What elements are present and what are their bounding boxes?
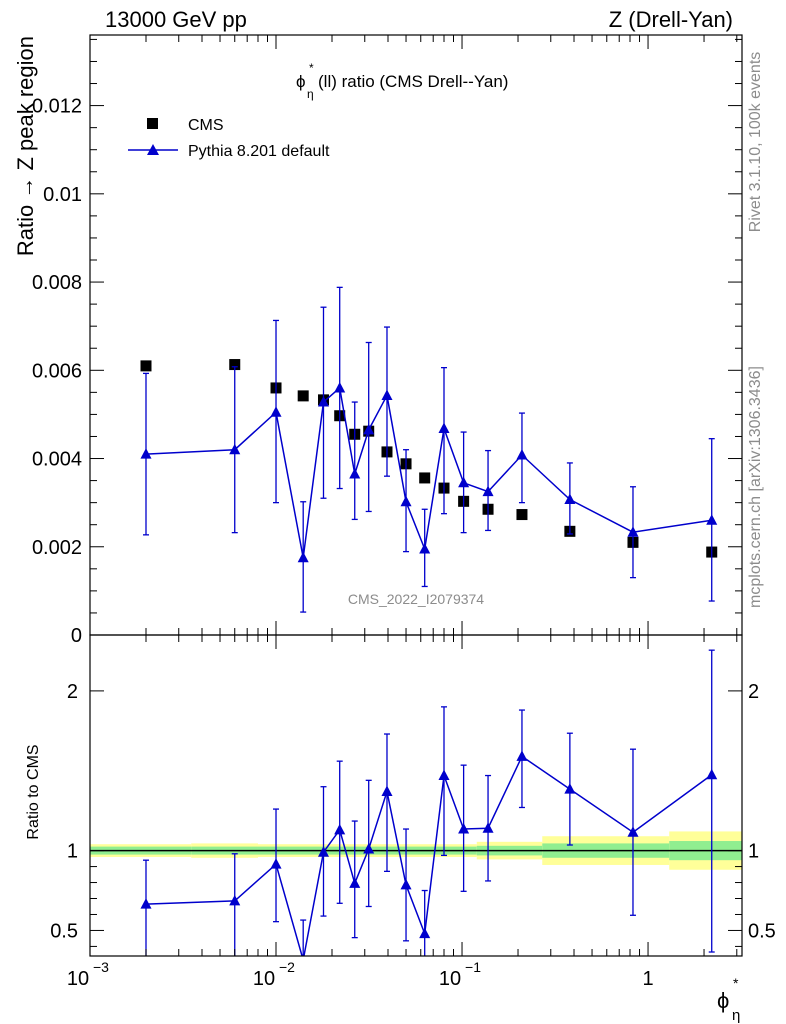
ratio-y-axis-label: Ratio to CMS: [25, 744, 42, 839]
ratio-plot-frame: [89, 634, 743, 957]
ratio-y-tick-label-left: 1: [67, 841, 78, 863]
ratio-pythia-point: [482, 822, 494, 833]
ratio-pythia-point: [317, 846, 330, 857]
x-tick-label-exponent: −1: [465, 959, 481, 975]
ratio-plot-series: [140, 649, 718, 956]
main-y-tick-label: 0.006: [32, 360, 82, 382]
x-tick-label-base: 10: [253, 968, 275, 990]
ratio-pythia-point: [334, 823, 346, 835]
ratio-pythia-point: [270, 858, 282, 869]
x-axis-label-symbol: ϕ: [717, 988, 729, 1013]
main-cms-point: [140, 360, 152, 372]
analysis-watermark: CMS_2022_I2079374: [348, 591, 484, 607]
x-tick-label-base: 10: [67, 968, 89, 990]
main-pythia-point: [317, 396, 330, 407]
ratio-pythia-point: [516, 750, 528, 761]
x-axis-label: ϕ * η: [717, 975, 740, 1024]
main-pythia-point: [229, 443, 241, 455]
x-tick-label: 10−1: [439, 959, 481, 990]
ratio-y-tick-label-left: 0.5: [50, 920, 78, 942]
x-tick-label-base: 10: [439, 968, 461, 990]
x-axis-label-subscript: η: [732, 1007, 740, 1024]
main-pythia-point: [270, 406, 282, 417]
ratio-y-tick-label-right: 1: [748, 841, 759, 863]
title-rest: (ll) ratio (CMS Drell--Yan): [318, 72, 508, 91]
main-pythia-line: [145, 386, 712, 558]
main-pythia-point: [419, 542, 431, 554]
title-superscript: *: [309, 61, 314, 75]
main-pythia-point: [297, 551, 309, 563]
main-pythia-point: [482, 485, 494, 497]
axes: 0 0.002 0.004 0.006 0.008 0.01 0.012 0.5 0.5 1 1 2 2…: [32, 34, 776, 990]
ratio-pythia-point: [381, 785, 393, 797]
ratio-pythia-point: [140, 898, 152, 909]
main-y-tick-label: 0.012: [32, 96, 82, 118]
main-cms-point: [229, 359, 241, 371]
ratio-y-tick-label-left: 2: [67, 681, 78, 703]
ratio-y-tick-label-right: 0.5: [748, 920, 776, 942]
main-cms-point: [419, 472, 431, 484]
main-y-axis-label: Ratio → Z peak region: [13, 36, 38, 256]
legend-pythia-marker: [147, 144, 159, 155]
x-tick-label: 1: [642, 968, 653, 990]
main-cms-point: [297, 390, 309, 402]
main-pythia-point: [627, 526, 639, 537]
main-pythia-point: [458, 476, 470, 488]
main-plot-title: ϕ * η (ll) ratio (CMS Drell--Yan): [296, 61, 508, 101]
header-left-label: 13000 GeV pp: [105, 7, 247, 32]
main-pythia-point: [706, 514, 718, 525]
main-y-tick-label: 0.008: [32, 272, 82, 294]
ratio-pythia-point: [706, 768, 718, 780]
ratio-pythia-point: [438, 769, 450, 781]
title-subscript: η: [307, 87, 314, 101]
legend-cms-label: CMS: [188, 117, 224, 134]
ratio-pythia-line: [145, 755, 713, 956]
main-pythia-point: [516, 449, 528, 460]
x-axis-label-superscript: *: [733, 975, 739, 991]
x-tick-label-exponent: −3: [93, 959, 109, 975]
mcplots-source-label: mcplots.cern.ch [arXiv:1306.3436]: [747, 366, 764, 608]
ratio-pythia-point: [349, 877, 361, 888]
x-tick-label: 10−2: [253, 959, 295, 990]
main-y-tick-label: 0.01: [43, 184, 82, 206]
ratio-pythia-point: [627, 826, 639, 837]
x-tick-label: 10−3: [67, 959, 109, 990]
legend-cms-marker: [147, 118, 158, 129]
main-pythia-point: [334, 381, 346, 393]
main-pythia-point: [349, 467, 361, 479]
x-tick-label-exponent: −2: [279, 959, 295, 975]
rivet-version-label: Rivet 3.1.10, 100k events: [747, 52, 764, 233]
main-cms-point: [516, 509, 528, 521]
ratio-pythia-point: [564, 783, 576, 794]
main-y-tick-label: 0: [71, 625, 82, 647]
main-pythia-point: [381, 389, 393, 400]
title-symbol: ϕ: [296, 72, 306, 91]
header-right-label: Z (Drell-Yan): [609, 7, 733, 32]
ratio-pythia-point: [419, 927, 431, 939]
ratio-y-tick-label-right: 2: [748, 681, 759, 703]
main-pythia-point: [438, 422, 450, 434]
main-pythia-point: [400, 495, 412, 507]
ratio-pythia-point: [229, 894, 241, 906]
main-plot-series: [140, 286, 718, 613]
ratio-pythia-point: [400, 878, 412, 890]
main-y-tick-label: 0.002: [32, 537, 82, 559]
main-pythia-point: [140, 448, 152, 459]
legend-pythia-label: Pythia 8.201 default: [188, 143, 330, 160]
x-tick-label-base: 1: [642, 968, 653, 990]
legend: CMS Pythia 8.201 default: [128, 117, 330, 160]
main-pythia-point: [363, 423, 375, 435]
ratio-pythia-point: [458, 823, 470, 834]
main-y-tick-label: 0.004: [32, 449, 82, 471]
ratio-pythia-point: [363, 843, 375, 854]
main-pythia-point: [564, 493, 576, 505]
